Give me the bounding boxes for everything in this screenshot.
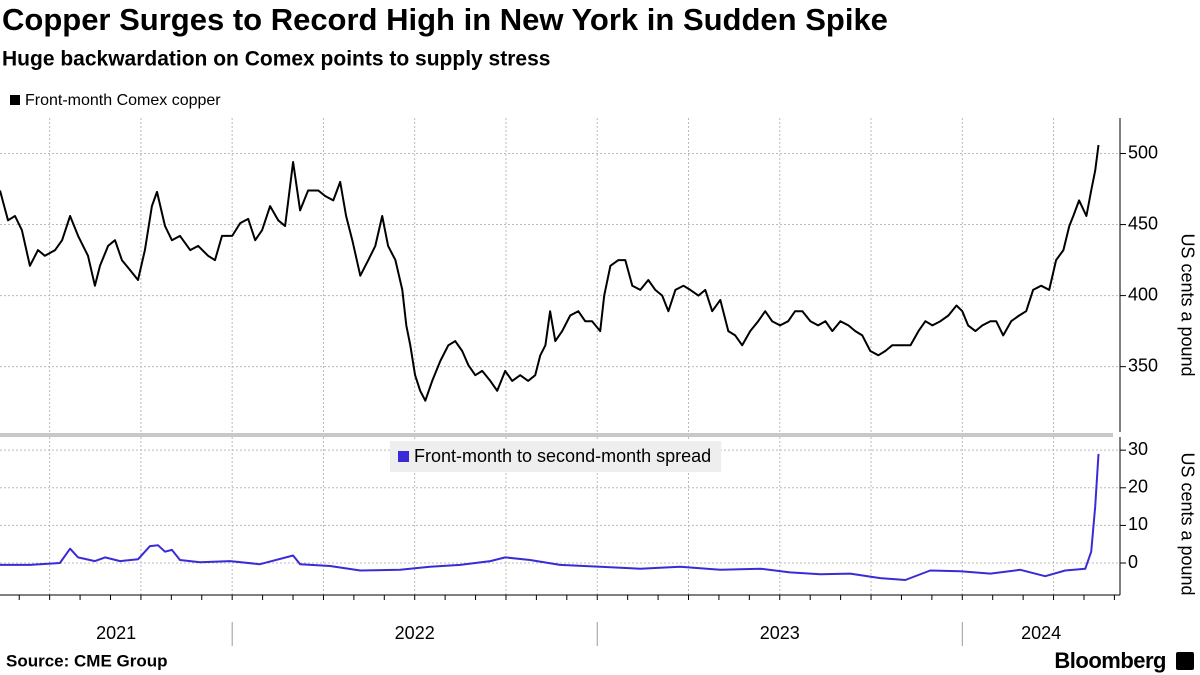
y-tick-label: 10 bbox=[1128, 514, 1148, 534]
x-tick-label: 2022 bbox=[395, 623, 435, 643]
legend-label: Front-month Comex copper bbox=[25, 92, 221, 109]
x-tick-label: 2024 bbox=[1021, 623, 1061, 643]
source: Source: CME Group bbox=[6, 651, 168, 670]
legend-box bbox=[390, 441, 722, 472]
y-tick-label: 350 bbox=[1128, 355, 1158, 375]
brand: Bloomberg bbox=[1054, 648, 1166, 673]
chart-subtitle: Huge backwardation on Comex points to su… bbox=[2, 48, 550, 71]
legend: Front-month to second-month spread bbox=[390, 441, 722, 472]
y-tick-label: 20 bbox=[1128, 477, 1148, 497]
y-axis-label: US cents a pound bbox=[1177, 233, 1197, 376]
y-tick-label: 500 bbox=[1128, 142, 1158, 162]
y-tick-label: 0 bbox=[1128, 552, 1138, 572]
y-tick-label: 30 bbox=[1128, 439, 1148, 459]
legend-swatch bbox=[10, 95, 20, 105]
y-tick-label: 450 bbox=[1128, 213, 1158, 233]
legend-label: Front-month to second-month spread bbox=[414, 446, 711, 466]
x-tick-label: 2023 bbox=[760, 623, 800, 643]
y-axis-label: US cents a pound bbox=[1177, 452, 1197, 595]
panel-divider bbox=[0, 433, 1113, 437]
series-line bbox=[0, 453, 1100, 581]
x-tick-label: 2021 bbox=[96, 623, 136, 643]
y-tick-label: 400 bbox=[1128, 284, 1158, 304]
brand-icon bbox=[1176, 652, 1194, 670]
legend-swatch bbox=[398, 451, 409, 462]
chart-title: Copper Surges to Record High in New York… bbox=[2, 2, 888, 37]
series-line bbox=[0, 144, 1100, 402]
